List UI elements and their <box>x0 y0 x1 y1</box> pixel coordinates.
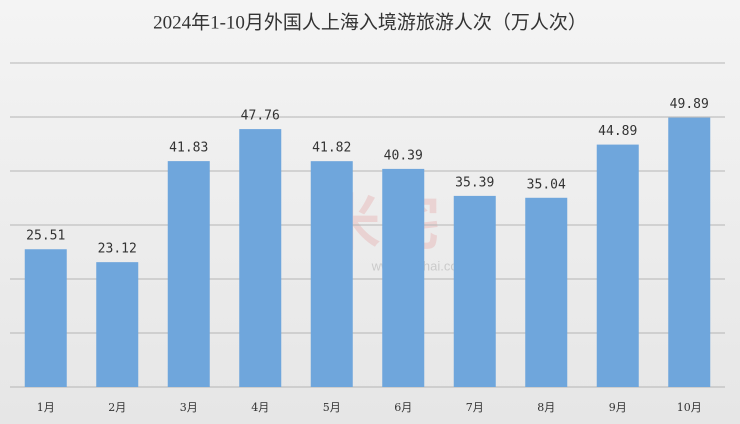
bar <box>668 117 711 388</box>
data-label: 47.76 <box>241 109 280 124</box>
data-label: 41.82 <box>312 141 351 156</box>
data-label: 44.89 <box>598 124 637 139</box>
data-label: 35.39 <box>455 175 494 190</box>
data-label: 49.89 <box>670 97 709 112</box>
bar <box>24 249 67 387</box>
bar <box>453 195 496 387</box>
chart-title: 2024年1-10月外国人上海入境游旅游人次（万人次） <box>153 11 587 33</box>
data-label: 25.51 <box>26 229 65 244</box>
bar <box>382 168 425 387</box>
bar <box>525 197 568 387</box>
bar <box>596 144 639 387</box>
data-label: 41.83 <box>169 141 208 156</box>
x-tick-label: 10月 <box>677 401 702 414</box>
x-tick-label: 5月 <box>323 401 341 414</box>
data-label: 35.04 <box>527 177 566 192</box>
x-tick-label: 1月 <box>37 401 55 414</box>
x-tick-label: 2月 <box>108 401 126 414</box>
data-label: 23.12 <box>98 242 137 257</box>
x-tick-label: 9月 <box>609 401 627 414</box>
x-tick-label: 6月 <box>394 401 412 414</box>
bar <box>96 262 139 387</box>
x-tick-label: 8月 <box>537 401 555 414</box>
x-tick-label: 4月 <box>251 401 269 414</box>
data-label: 40.39 <box>384 148 423 163</box>
x-tick-label: 3月 <box>180 401 198 414</box>
bar <box>310 161 353 387</box>
x-tick-label: 7月 <box>466 401 484 414</box>
bar <box>167 161 210 387</box>
bar <box>239 129 282 387</box>
